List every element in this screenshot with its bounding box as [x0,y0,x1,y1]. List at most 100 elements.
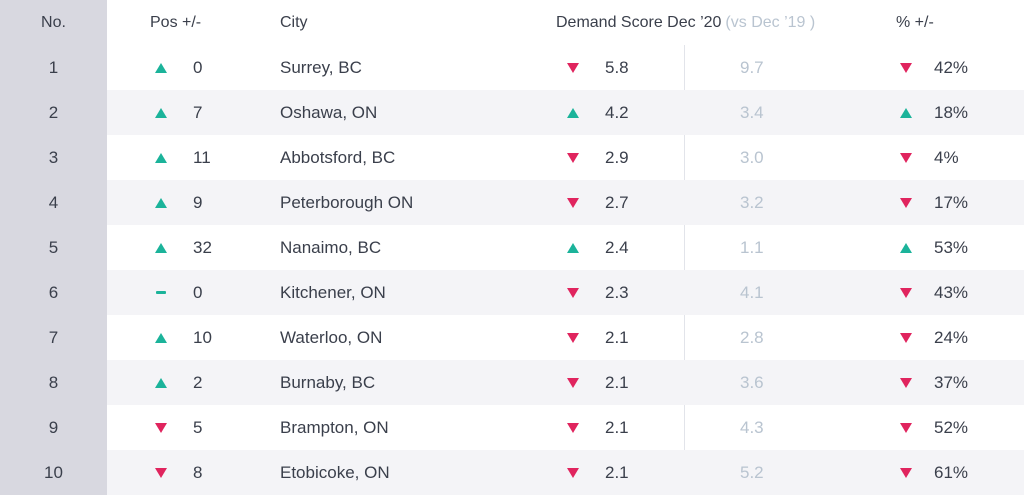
demand-change-indicator [562,315,584,360]
demand-change-indicator [562,90,584,135]
rank-number: 1 [48,57,59,77]
up-arrow-icon [900,242,912,253]
table-row[interactable]: 7 10 Waterloo, ON 2.1 2.8 24% [0,315,1024,360]
demand-score: 5.8 [605,57,629,77]
header-pos[interactable]: Pos +/- [150,13,202,31]
number-column-bg [0,360,107,405]
percent-change-indicator [895,90,917,135]
down-arrow-icon [567,62,579,73]
demand-change-indicator [562,225,584,270]
table-row[interactable]: 4 9 Peterborough ON 2.7 3.2 17% [0,180,1024,225]
table-row[interactable]: 5 32 Nanaimo, BC 2.4 1.1 53% [0,225,1024,270]
header-no[interactable]: No. [41,13,66,31]
percent-change-value: 43% [934,282,969,302]
down-arrow-icon [900,287,912,298]
up-arrow-icon [155,107,167,118]
demand-score: 2.3 [605,282,629,302]
demand-change-indicator [562,180,584,225]
number-column-bg [0,450,107,495]
position-change-indicator [150,450,172,495]
table-row[interactable]: 3 11 Abbotsford, BC 2.9 3.0 4% [0,135,1024,180]
header-city[interactable]: City [280,13,308,31]
previous-demand-score: 3.0 [740,147,764,167]
table-row[interactable]: 1 0 Surrey, BC 5.8 9.7 42% [0,45,1024,90]
up-arrow-icon [155,197,167,208]
percent-change-indicator [895,360,917,405]
city-name: Burnaby, BC [280,372,376,392]
header-pct[interactable]: % +/- [896,13,934,31]
rank-number: 6 [48,282,59,302]
number-column-bg [0,315,107,360]
demand-score: 2.4 [605,237,629,257]
position-change-value: 0 [193,57,203,77]
up-arrow-icon [155,332,167,343]
number-column-bg [0,135,107,180]
position-change-indicator [150,45,172,90]
down-arrow-icon [567,197,579,208]
previous-demand-score: 4.1 [740,282,764,302]
demand-score: 2.9 [605,147,629,167]
percent-change-value: 24% [934,327,969,347]
position-change-value: 5 [193,417,203,437]
table-row[interactable]: 2 7 Oshawa, ON 4.2 3.4 18% [0,90,1024,135]
down-arrow-icon [567,152,579,163]
rank-number: 8 [48,372,59,392]
city-name: Brampton, ON [280,417,389,437]
down-arrow-icon [567,332,579,343]
down-arrow-icon [900,377,912,388]
demand-change-indicator [562,360,584,405]
percent-change-value: 61% [934,462,969,482]
previous-demand-score: 9.7 [740,57,764,77]
position-change-indicator [150,360,172,405]
percent-change-indicator [895,135,917,180]
city-name: Kitchener, ON [280,282,386,302]
percent-change-value: 53% [934,237,969,257]
rank-number: 7 [48,327,59,347]
up-arrow-icon [155,152,167,163]
header-demand[interactable]: Demand Score Dec ’20 (vs Dec ’19 ) [556,0,815,45]
column-divider [684,45,685,492]
number-column-bg [0,225,107,270]
percent-change-value: 4% [934,147,959,167]
up-arrow-icon [567,107,579,118]
previous-demand-score: 5.2 [740,462,764,482]
table-row[interactable]: 6 0 Kitchener, ON 2.3 4.1 43% [0,270,1024,315]
position-change-value: 8 [193,462,203,482]
previous-demand-score: 4.3 [740,417,764,437]
percent-change-indicator [895,225,917,270]
city-name: Surrey, BC [280,57,362,77]
position-change-value: 7 [193,102,203,122]
position-change-value: 9 [193,192,203,212]
down-arrow-icon [567,287,579,298]
table-row[interactable]: 8 2 Burnaby, BC 2.1 3.6 37% [0,360,1024,405]
rank-number: 5 [48,237,59,257]
position-change-indicator [150,225,172,270]
demand-change-indicator [562,405,584,450]
down-arrow-icon [567,422,579,433]
city-name: Nanaimo, BC [280,237,382,257]
demand-score: 2.1 [605,417,629,437]
number-column-bg [0,270,107,315]
down-arrow-icon [900,332,912,343]
position-change-value: 32 [193,237,212,257]
percent-change-indicator [895,45,917,90]
table-row[interactable]: 9 5 Brampton, ON 2.1 4.3 52% [0,405,1024,450]
number-column-bg [0,0,107,45]
percent-change-value: 18% [934,102,969,122]
rank-number: 2 [48,102,59,122]
demand-score: 4.2 [605,102,629,122]
up-arrow-icon [567,242,579,253]
demand-change-indicator [562,135,584,180]
position-change-value: 0 [193,282,203,302]
table-row[interactable]: 10 8 Etobicoke, ON 2.1 5.2 61% [0,450,1024,495]
header-vs-label: (vs Dec ’19 ) [725,13,816,31]
previous-demand-score: 2.8 [740,327,764,347]
position-change-indicator [150,405,172,450]
demand-score: 2.7 [605,192,629,212]
no-change-icon [156,291,166,294]
position-change-indicator [150,315,172,360]
header-demand-label: Demand Score Dec ’20 [556,13,722,31]
demand-change-indicator [562,270,584,315]
down-arrow-icon [900,467,912,478]
